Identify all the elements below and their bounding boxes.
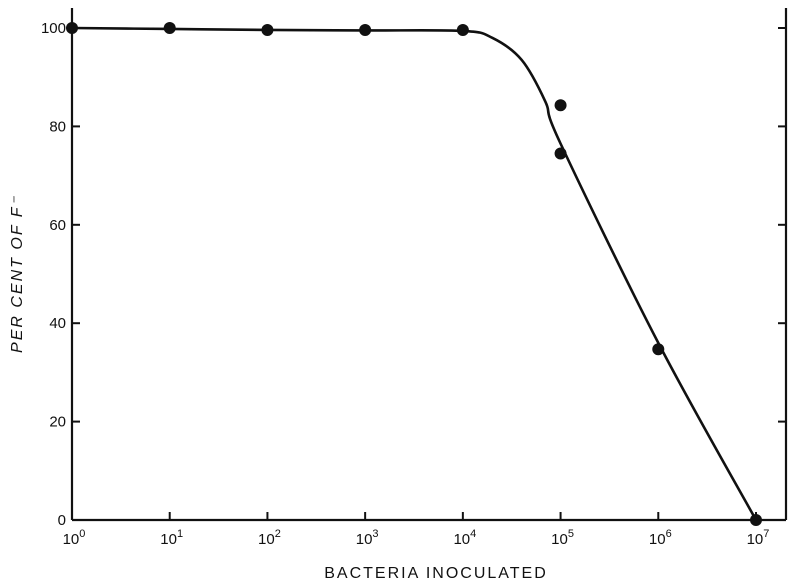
x-tick-label: 103 xyxy=(356,528,379,548)
data-point xyxy=(554,99,567,112)
data-point xyxy=(66,22,78,34)
x-axis-title: BACTERIA INOCULATED xyxy=(324,565,548,582)
fitted-curve xyxy=(71,26,758,521)
x-tick-label: 107 xyxy=(747,528,770,548)
y-ticks: 0 20 40 60 80 100 xyxy=(41,20,786,529)
data-points xyxy=(66,22,762,526)
axes xyxy=(70,8,788,522)
data-point xyxy=(163,22,176,34)
x-tick-label: 100 xyxy=(63,528,86,548)
y-axis-title: PER CENT OF F⁻ xyxy=(9,195,26,353)
y-tick-label: 100 xyxy=(41,20,66,37)
data-point xyxy=(652,343,665,356)
x-tick-label: 102 xyxy=(258,528,281,548)
y-tick-label: 20 xyxy=(49,414,66,431)
x-ticks: 100 101 102 103 104 105 106 107 xyxy=(63,512,770,548)
data-point xyxy=(750,514,762,526)
data-point xyxy=(359,23,372,36)
x-tick-label: 104 xyxy=(453,528,476,548)
y-tick-label: 60 xyxy=(49,217,66,234)
y-tick-label: 0 xyxy=(58,512,66,529)
y-tick-label: 40 xyxy=(49,315,66,332)
x-tick-label: 106 xyxy=(649,528,672,548)
data-point xyxy=(261,23,274,36)
x-tick-label: 101 xyxy=(160,528,183,548)
y-tick-label: 80 xyxy=(49,118,66,135)
data-point xyxy=(554,147,567,160)
x-tick-label: 105 xyxy=(551,528,574,548)
data-point xyxy=(456,23,469,36)
